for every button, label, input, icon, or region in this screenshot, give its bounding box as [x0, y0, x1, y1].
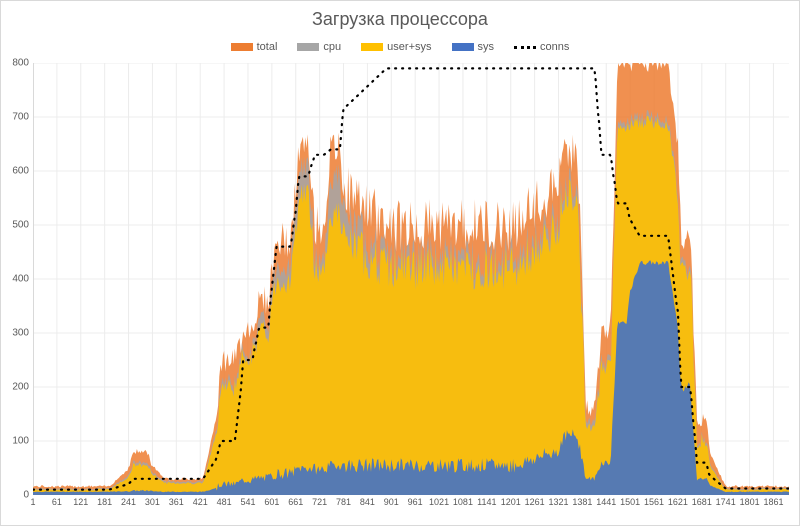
x-tick: 1741	[716, 495, 736, 507]
x-tick: 241	[121, 495, 136, 507]
plot-area: 0100200300400500600700800161121181241301…	[33, 63, 789, 495]
y-tick: 500	[12, 220, 33, 231]
x-tick: 1021	[429, 495, 449, 507]
legend-swatch-conns	[514, 46, 536, 49]
x-tick: 1561	[644, 495, 664, 507]
x-tick: 1681	[692, 495, 712, 507]
x-tick: 601	[264, 495, 279, 507]
x-tick: 1081	[453, 495, 473, 507]
x-tick: 1441	[596, 495, 616, 507]
legend-item-sys: sys	[452, 41, 495, 53]
y-tick: 200	[12, 382, 33, 393]
legend: total cpu user+sys sys conns	[1, 41, 799, 53]
x-tick: 1621	[668, 495, 688, 507]
x-tick: 1141	[477, 495, 496, 507]
y-tick: 800	[12, 58, 33, 69]
x-tick: 481	[217, 495, 232, 507]
x-tick: 421	[193, 495, 208, 507]
y-tick: 400	[12, 274, 33, 285]
legend-swatch-total	[231, 43, 253, 51]
x-tick: 661	[288, 495, 303, 507]
legend-swatch-sys	[452, 43, 474, 51]
legend-swatch-user_sys	[361, 43, 383, 51]
legend-item-cpu: cpu	[297, 41, 341, 53]
x-tick: 361	[169, 495, 184, 507]
x-tick: 1381	[572, 495, 592, 507]
legend-label-sys: sys	[478, 41, 495, 53]
y-tick: 100	[12, 436, 33, 447]
x-tick: 61	[52, 495, 62, 507]
x-tick: 1261	[525, 495, 545, 507]
legend-label-conns: conns	[540, 41, 569, 53]
x-tick: 781	[336, 495, 351, 507]
legend-item-total: total	[231, 41, 278, 53]
x-tick: 121	[73, 495, 88, 507]
chart-container: Загрузка процессора total cpu user+sys sys c…	[0, 0, 800, 526]
x-tick: 1201	[501, 495, 521, 507]
x-tick: 301	[145, 495, 160, 507]
x-tick: 1321	[548, 495, 568, 507]
x-tick: 721	[312, 495, 327, 507]
y-tick: 300	[12, 328, 33, 339]
x-tick: 1801	[740, 495, 760, 507]
x-tick: 961	[408, 495, 423, 507]
legend-swatch-cpu	[297, 43, 319, 51]
x-tick: 1	[30, 495, 35, 507]
x-tick: 841	[360, 495, 375, 507]
legend-item-user_sys: user+sys	[361, 41, 431, 53]
y-tick: 700	[12, 112, 33, 123]
x-tick: 541	[240, 495, 255, 507]
legend-label-user_sys: user+sys	[387, 41, 431, 53]
y-tick: 600	[12, 166, 33, 177]
legend-label-cpu: cpu	[323, 41, 341, 53]
x-tick: 181	[97, 495, 112, 507]
chart-svg	[33, 63, 789, 495]
chart-title: Загрузка процессора	[1, 9, 799, 30]
x-tick: 901	[384, 495, 399, 507]
x-tick: 1861	[763, 495, 783, 507]
legend-label-total: total	[257, 41, 278, 53]
legend-item-conns: conns	[514, 41, 569, 53]
x-tick: 1501	[620, 495, 640, 507]
